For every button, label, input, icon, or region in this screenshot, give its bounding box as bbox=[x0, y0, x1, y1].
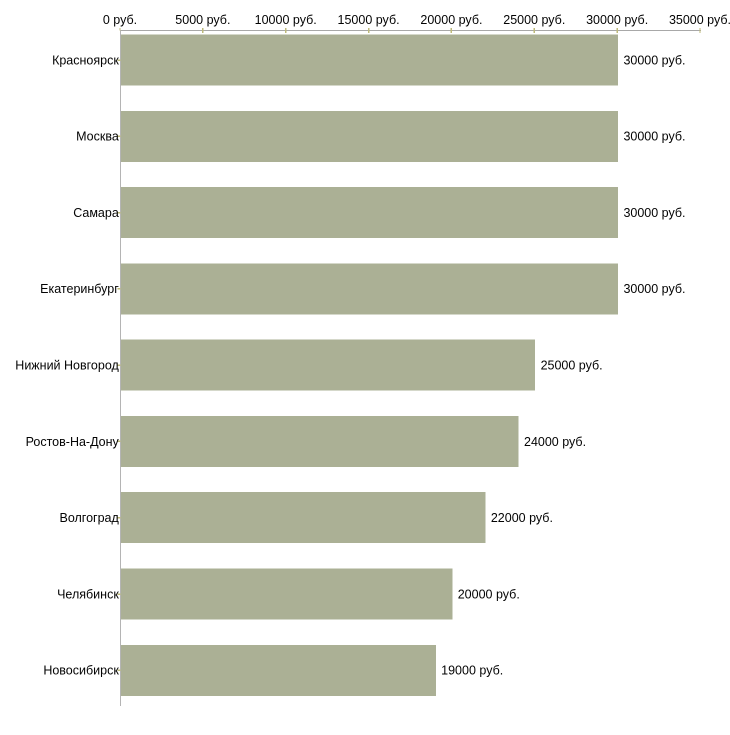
svg-text:19000 руб.: 19000 руб. bbox=[441, 664, 503, 678]
svg-text:Красноярск: Красноярск bbox=[52, 53, 119, 67]
svg-text:Екатеринбург: Екатеринбург bbox=[40, 282, 119, 296]
svg-text:30000 руб.: 30000 руб. bbox=[623, 206, 685, 220]
svg-text:Новосибирск: Новосибирск bbox=[43, 664, 119, 678]
svg-text:30000 руб.: 30000 руб. bbox=[586, 13, 648, 27]
svg-text:0 руб.: 0 руб. bbox=[103, 13, 137, 27]
svg-text:30000 руб.: 30000 руб. bbox=[623, 282, 685, 296]
svg-text:Челябинск: Челябинск bbox=[57, 587, 119, 601]
svg-text:5000 руб.: 5000 руб. bbox=[175, 13, 230, 27]
svg-text:30000 руб.: 30000 руб. bbox=[623, 130, 685, 144]
svg-text:22000 руб.: 22000 руб. bbox=[491, 511, 553, 525]
svg-text:Москва: Москва bbox=[76, 130, 119, 144]
svg-text:25000 руб.: 25000 руб. bbox=[503, 13, 565, 27]
svg-text:30000 руб.: 30000 руб. bbox=[623, 53, 685, 67]
svg-text:20000 руб.: 20000 руб. bbox=[458, 587, 520, 601]
svg-text:Нижний Новгород: Нижний Новгород bbox=[15, 358, 119, 372]
svg-text:10000 руб.: 10000 руб. bbox=[255, 13, 317, 27]
svg-text:Ростов-На-Дону: Ростов-На-Дону bbox=[26, 435, 120, 449]
svg-text:Волгоград: Волгоград bbox=[59, 511, 119, 525]
svg-text:25000 руб.: 25000 руб. bbox=[541, 358, 603, 372]
svg-text:Самара: Самара bbox=[73, 206, 119, 220]
svg-text:35000 руб.: 35000 руб. bbox=[669, 13, 730, 27]
svg-text:24000 руб.: 24000 руб. bbox=[524, 435, 586, 449]
svg-text:20000 руб.: 20000 руб. bbox=[420, 13, 482, 27]
svg-text:15000 руб.: 15000 руб. bbox=[338, 13, 400, 27]
